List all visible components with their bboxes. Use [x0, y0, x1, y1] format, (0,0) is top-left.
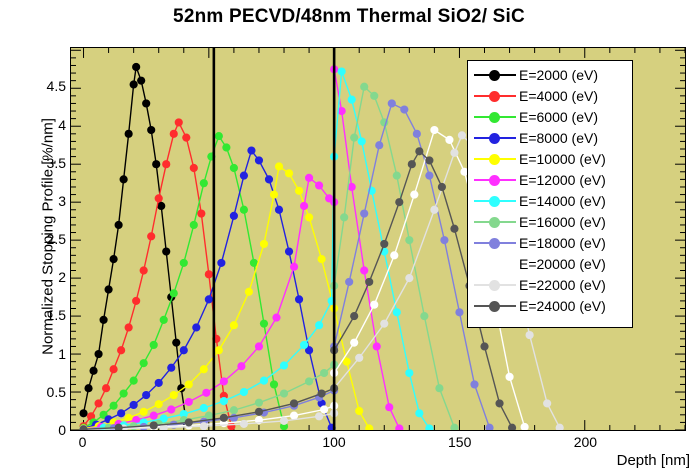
series-7: [79, 67, 434, 430]
legend-label: E=8000 (eV): [519, 129, 598, 146]
legend-label: E=12000 (eV): [519, 171, 606, 188]
legend-marker-icon: [474, 173, 516, 187]
legend-marker-icon: [474, 89, 516, 103]
legend-marker-icon: [474, 299, 516, 313]
legend-label: E=16000 (eV): [519, 213, 606, 230]
legend-label: E=20000 (eV): [519, 255, 606, 272]
legend-label: E=10000 (eV): [519, 150, 606, 167]
y-tick-0.5: 0.5: [46, 383, 66, 400]
legend-marker-icon: [474, 68, 516, 82]
x-tick-50: 50: [200, 434, 217, 450]
legend-item-9[interactable]: E=18000 (eV): [468, 232, 632, 253]
legend-label: E=2000 (eV): [519, 66, 598, 83]
series-2: [79, 118, 236, 430]
legend-label: E=22000 (eV): [519, 276, 606, 293]
legend-item-5[interactable]: E=10000 (eV): [468, 148, 632, 169]
legend-marker-icon: [474, 215, 516, 229]
x-axis-label: Depth [nm]: [616, 452, 690, 469]
legend-item-7[interactable]: E=14000 (eV): [468, 190, 632, 211]
y-tick-labels: 0 0.5 1 1.5 2 2.5 3 3.5 4 4.5: [22, 47, 66, 438]
plot-canvas: [71, 48, 685, 430]
x-tick-200: 200: [573, 434, 598, 450]
legend-label: E=14000 (eV): [519, 192, 606, 209]
legend-marker-icon: [474, 152, 516, 166]
legend-label: E=6000 (eV): [519, 108, 598, 125]
y-tick-3: 3: [58, 192, 66, 209]
legend-label: E=4000 (eV): [519, 87, 598, 104]
page-title: 52nm PECVD/48nm Thermal SiO2/ SiC: [173, 6, 525, 27]
legend-item-8[interactable]: E=16000 (eV): [468, 211, 632, 232]
y-tick-4.5: 4.5: [46, 78, 66, 95]
x-tick-150: 150: [448, 434, 472, 450]
legend-marker-icon: [474, 257, 516, 271]
legend-item-6[interactable]: E=12000 (eV): [468, 169, 632, 190]
y-tick-3.5: 3.5: [46, 154, 66, 171]
legend-item-12[interactable]: E=24000 (eV): [468, 295, 632, 316]
legend-marker-icon: [474, 278, 516, 292]
legend-marker-icon: [474, 110, 516, 124]
legend-item-1[interactable]: E=2000 (eV): [468, 64, 632, 85]
y-tick-1.5: 1.5: [46, 307, 66, 324]
y-tick-4: 4: [58, 116, 66, 133]
legend-label: E=18000 (eV): [519, 234, 606, 251]
legend-item-2[interactable]: E=4000 (eV): [468, 85, 632, 106]
legend-marker-icon: [474, 194, 516, 208]
y-tick-2.5: 2.5: [46, 231, 66, 248]
x-tick-100: 100: [322, 434, 346, 450]
legend-label: E=24000 (eV): [519, 297, 606, 314]
legend-item-11[interactable]: E=22000 (eV): [468, 274, 632, 295]
x-tick-labels: 0 50 100 150 200: [70, 434, 686, 456]
x-tick-0: 0: [78, 434, 87, 450]
legend-marker-icon: [474, 236, 516, 250]
legend-item-10[interactable]: E=20000 (eV): [468, 253, 632, 274]
series-6: [79, 65, 404, 430]
legend-marker-icon: [474, 131, 516, 145]
series-9: [79, 99, 494, 430]
y-tick-1: 1: [58, 345, 66, 362]
series-3: [79, 132, 289, 430]
legend-item-3[interactable]: E=6000 (eV): [468, 106, 632, 127]
legend-box[interactable]: E=2000 (eV) E=4000 (eV) E=6000 (eV) E=8000 …: [467, 60, 633, 328]
y-tick-0: 0: [58, 422, 66, 438]
legend-item-4[interactable]: E=8000 (eV): [468, 127, 632, 148]
series-12: [79, 147, 517, 430]
series-1: [79, 62, 191, 427]
y-tick-2: 2: [58, 269, 66, 286]
